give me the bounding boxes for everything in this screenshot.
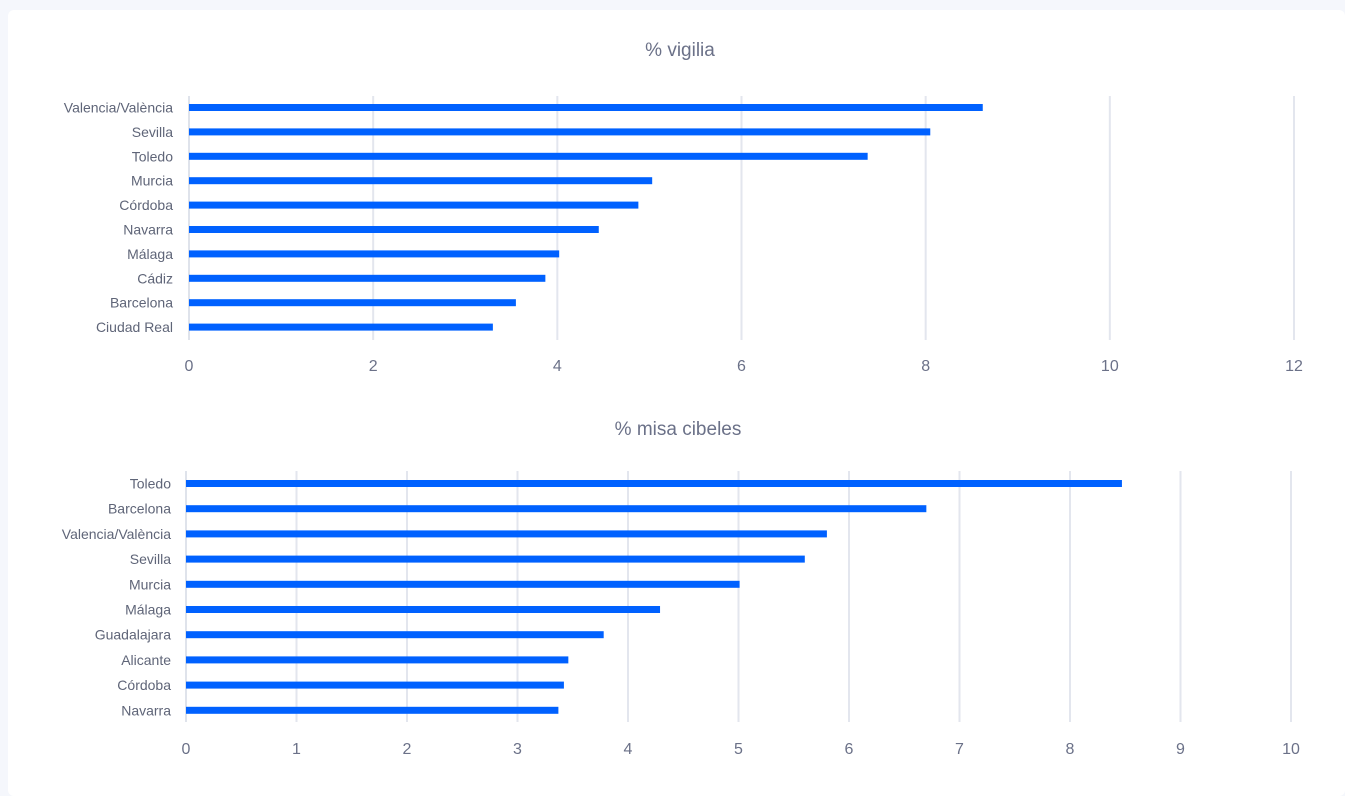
bars [189, 104, 983, 331]
x-tick-label: 9 [1176, 741, 1185, 758]
category-label: Guadalajara [95, 627, 171, 643]
chart-title: % vigilia [645, 40, 715, 61]
category-label: Alicante [121, 652, 171, 668]
chart-title: % misa cibeles [615, 419, 742, 440]
category-label: Valencia/València [64, 100, 173, 116]
category-label: Córdoba [117, 677, 171, 693]
x-tick-label: 4 [624, 741, 633, 758]
bar [189, 226, 599, 233]
bar [186, 681, 564, 689]
tick-labels: 0 2 4 6 8 10 12 [185, 358, 1303, 375]
bar [186, 656, 569, 664]
x-tick-label: 12 [1285, 358, 1303, 375]
bar [189, 104, 983, 111]
category-label: Murcia [131, 173, 173, 189]
category-label: Sevilla [130, 551, 171, 567]
category-label: Sevilla [132, 124, 173, 140]
category-label: Navarra [123, 222, 173, 238]
bar [189, 201, 639, 209]
category-label: Murcia [129, 576, 171, 592]
grid-lines [185, 471, 1292, 722]
x-tick-label: 0 [182, 741, 191, 758]
category-label: Ciudad Real [96, 319, 173, 335]
category-labels: Toledo Barcelona Valencia/València Sevilla M… [62, 476, 171, 719]
x-tick-label: 8 [1066, 741, 1075, 758]
bar [186, 631, 604, 639]
bar [186, 480, 1122, 487]
bar [189, 274, 546, 282]
x-tick-label: 2 [403, 741, 412, 758]
x-tick-label: 10 [1282, 741, 1300, 758]
x-tick-label: 6 [845, 741, 854, 758]
x-tick-label: 3 [513, 741, 522, 758]
bar [189, 128, 931, 136]
bar [186, 706, 559, 714]
category-label: Toledo [130, 476, 171, 492]
x-tick-label: 2 [369, 358, 378, 375]
category-label: Toledo [132, 148, 173, 164]
category-label: Málaga [125, 602, 171, 618]
x-tick-label: 0 [185, 358, 194, 375]
bar [186, 530, 827, 538]
x-tick-label: 4 [553, 358, 562, 375]
bar [189, 250, 560, 258]
x-tick-label: 7 [955, 741, 964, 758]
chart-misa-cibeles: % misa cibeles Toledo Barcelona Valencia/V… [62, 419, 1300, 758]
x-tick-label: 10 [1101, 358, 1119, 375]
bar [186, 505, 927, 513]
x-tick-label: 1 [292, 741, 301, 758]
category-label: Córdoba [119, 197, 173, 213]
bar [189, 152, 868, 160]
bar [186, 580, 740, 588]
chart-card [8, 10, 1345, 796]
bar [189, 177, 653, 185]
tick-labels: 0 1 2 3 4 5 6 7 8 9 10 [182, 741, 1300, 758]
category-label: Barcelona [110, 295, 173, 311]
x-tick-label: 8 [921, 358, 930, 375]
x-tick-label: 6 [737, 358, 746, 375]
category-labels: Valencia/València Sevilla Toledo Murcia Córd… [64, 100, 173, 336]
category-label: Málaga [127, 246, 173, 262]
category-label: Valencia/València [62, 526, 171, 542]
category-label: Navarra [121, 702, 171, 718]
bar [189, 299, 516, 307]
x-tick-label: 5 [734, 741, 743, 758]
bar [189, 323, 493, 331]
category-label: Barcelona [108, 501, 171, 517]
bars [186, 480, 1122, 714]
grid-lines [188, 96, 1295, 340]
category-label: Cádiz [137, 270, 173, 286]
bar [186, 606, 661, 613]
bar [186, 555, 805, 563]
chart-vigilia: % vigilia Valencia/València Sevilla Toledo… [64, 40, 1303, 375]
